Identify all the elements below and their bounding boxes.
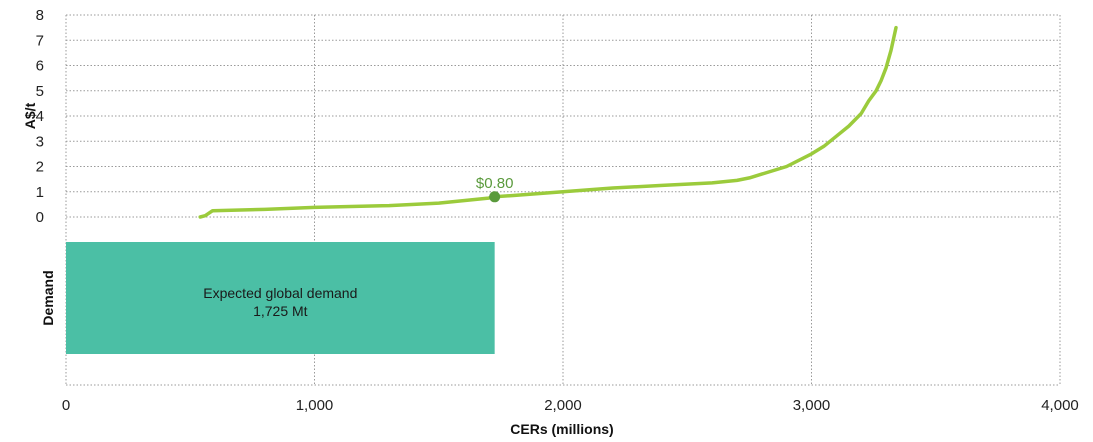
demand-panel: Expected global demand 1,725 Mt <box>66 242 495 354</box>
y-tick-label-4: 4 <box>36 108 44 125</box>
supply-curve-layer <box>198 25 898 219</box>
supply-curve-line-0 <box>198 25 898 219</box>
demand-axis-title: Demand <box>40 270 56 325</box>
y-tick-label-6: 6 <box>36 58 44 75</box>
y-tick-label-7: 7 <box>36 32 44 49</box>
y-tick-label-3: 3 <box>36 133 44 150</box>
y-tick-label-2: 2 <box>36 159 44 176</box>
x-tick-label-2000: 2,000 <box>544 397 582 414</box>
x-tick-label-3000: 3,000 <box>793 397 831 414</box>
tick-label-layer: 0 1 2 3 4 5 6 7 8 0 1,000 2,000 3,000 4,000 <box>36 7 1079 414</box>
y-tick-label-0: 0 <box>36 209 44 226</box>
y-tick-label-8: 8 <box>36 7 44 24</box>
x-tick-label-1000: 1,000 <box>296 397 334 414</box>
demand-bar-label-line2: 1,725 Mt <box>253 303 308 319</box>
y-axis-title: A$/t <box>22 102 38 129</box>
price-marker-label: $0.80 <box>476 175 514 192</box>
y-tick-label-5: 5 <box>36 83 44 100</box>
x-tick-label-0: 0 <box>62 397 70 414</box>
price-marker-point <box>489 191 501 203</box>
demand-bar <box>66 242 495 354</box>
annotation-layer: $0.80 <box>476 175 514 203</box>
x-tick-label-4000: 4,000 <box>1041 397 1079 414</box>
demand-bar-label-line1: Expected global demand <box>203 285 357 301</box>
y-tick-label-1: 1 <box>36 184 44 201</box>
x-axis-title: CERs (millions) <box>510 421 613 437</box>
